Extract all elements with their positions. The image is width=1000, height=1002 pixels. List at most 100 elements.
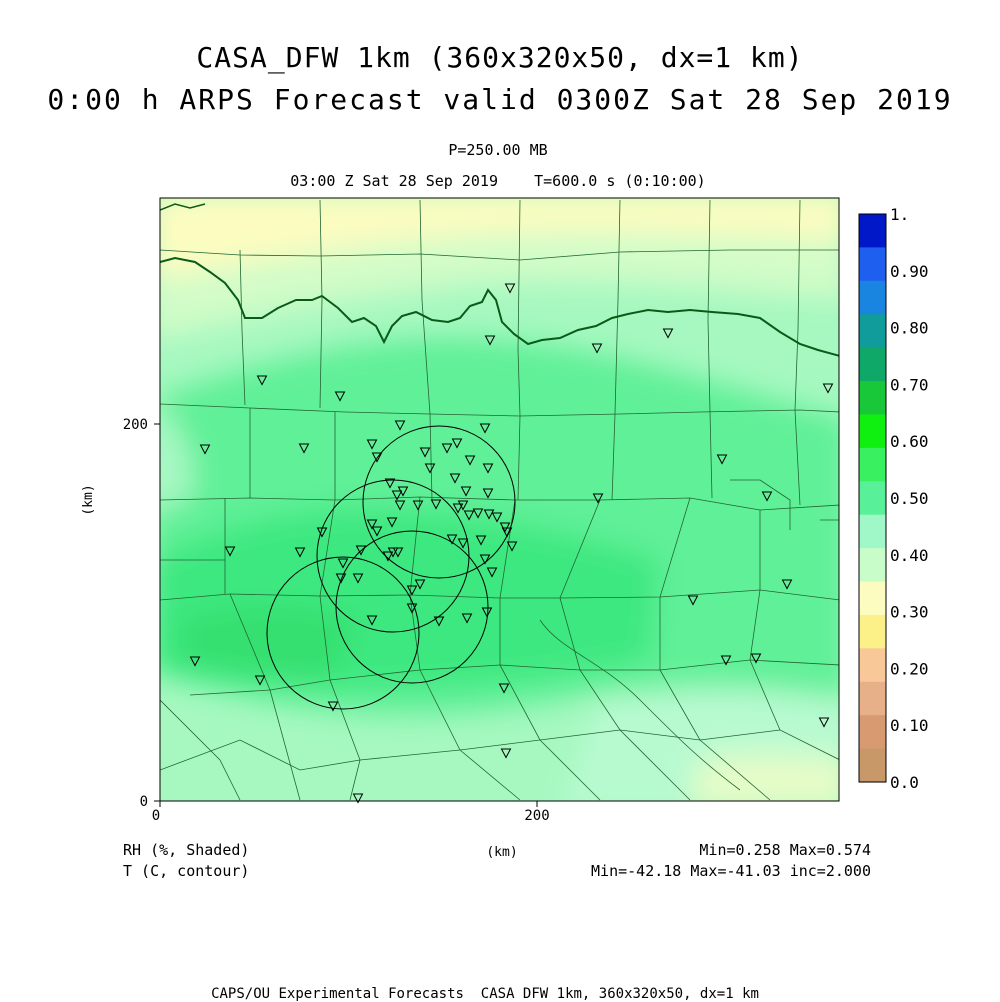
station-marker — [761, 491, 773, 502]
colorbar-segment — [859, 581, 886, 616]
colorbar-label: 0.60 — [890, 432, 929, 451]
station-marker — [386, 517, 398, 528]
station-marker — [506, 541, 518, 552]
station-marker — [484, 335, 496, 346]
colorbar-segment — [859, 247, 886, 282]
colorbar-label: 0.40 — [890, 546, 929, 565]
colorbar-label: 0.30 — [890, 603, 929, 622]
station-marker — [818, 717, 830, 728]
rh-shaded-field — [160, 198, 839, 801]
colorbar-label: 1. — [890, 205, 909, 224]
station-marker — [441, 443, 453, 454]
station-marker — [199, 444, 211, 455]
station-marker — [371, 452, 383, 463]
station-markers — [189, 283, 834, 804]
colorbar-segment — [859, 548, 886, 583]
y-axis-label: (km) — [81, 484, 96, 515]
station-marker — [366, 615, 378, 626]
legend-contour: T (C, contour) — [123, 862, 250, 880]
colorbar-segment — [859, 481, 886, 516]
station-marker — [501, 527, 513, 538]
station-marker — [366, 439, 378, 450]
county-boundaries — [160, 199, 839, 801]
station-marker — [457, 500, 469, 511]
colorbar-label: 0.50 — [890, 489, 929, 508]
axis-ticks — [154, 423, 538, 807]
station-marker — [499, 522, 511, 533]
station-marker — [433, 616, 445, 627]
station-marker — [294, 547, 306, 558]
station-marker — [452, 503, 464, 514]
station-marker — [316, 527, 328, 538]
colorbar-label: 0.90 — [890, 262, 929, 281]
station-marker — [397, 486, 409, 497]
station-marker — [482, 463, 494, 474]
colorbar-segment — [859, 715, 886, 750]
colorbar-label: 0.10 — [890, 716, 929, 735]
colorbar-segment — [859, 314, 886, 349]
station-marker — [500, 748, 512, 759]
figure-title-line2: 0:00 h ARPS Forecast valid 0300Z Sat 28 … — [47, 83, 953, 116]
station-marker — [414, 579, 426, 590]
station-marker — [366, 519, 378, 530]
station-marker — [716, 454, 728, 465]
station-marker — [394, 500, 406, 511]
colorbar: 1. 0.90 0.80 0.70 0.60 0.50 0.40 0.30 0.20 0.10 0.… — [858, 205, 929, 792]
station-marker — [391, 490, 403, 501]
colorbar-segment — [859, 214, 886, 249]
colorbar-label: 0.0 — [890, 773, 919, 792]
station-marker — [457, 538, 469, 549]
station-marker — [256, 375, 268, 386]
pressure-level: P=250.00 MB — [448, 141, 548, 159]
rh-min-max: Min=0.258 Max=0.574 — [699, 841, 871, 859]
station-marker — [224, 546, 236, 557]
station-marker — [460, 486, 472, 497]
red-river-boundary — [160, 256, 839, 357]
station-marker — [481, 607, 493, 618]
colorbar-segment — [859, 381, 886, 416]
colorbar-segment — [859, 347, 886, 382]
station-marker — [475, 535, 487, 546]
station-marker — [334, 391, 346, 402]
station-marker — [479, 554, 491, 565]
station-marker — [406, 603, 418, 614]
x-tick-0: 0 — [152, 808, 160, 824]
colorbar-label: 0.80 — [890, 319, 929, 338]
station-marker — [335, 573, 347, 584]
station-marker — [327, 701, 339, 712]
legend-shaded: RH (%, Shaded) — [123, 841, 250, 859]
station-marker — [337, 558, 349, 569]
station-marker — [371, 526, 383, 537]
y-tick-200: 200 — [123, 417, 148, 433]
station-marker — [406, 585, 418, 596]
station-marker — [720, 655, 732, 666]
station-marker — [662, 328, 674, 339]
station-marker — [464, 455, 476, 466]
station-marker — [592, 493, 604, 504]
colorbar-segment — [859, 614, 886, 649]
station-marker — [504, 283, 516, 294]
x-axis-label: (km) — [486, 845, 517, 860]
station-marker — [451, 438, 463, 449]
station-marker — [446, 534, 458, 545]
colorbar-label: 0.20 — [890, 659, 929, 678]
station-marker — [352, 573, 364, 584]
station-marker — [483, 509, 495, 520]
station-marker — [482, 488, 494, 499]
station-marker — [424, 463, 436, 474]
plot-frame — [159, 197, 840, 802]
station-marker — [781, 579, 793, 590]
colorbar-segment — [859, 648, 886, 683]
colorbar-label: 0.70 — [890, 375, 929, 394]
figure-title-line1: CASA_DFW 1km (360x320x50, dx=1 km) — [196, 41, 804, 74]
station-marker — [498, 683, 510, 694]
station-marker — [687, 595, 699, 606]
radar-range-rings — [266, 425, 516, 710]
station-marker — [254, 675, 266, 686]
colorbar-segment — [859, 414, 886, 449]
state-boundary-north — [160, 203, 206, 211]
t-min-max: Min=-42.18 Max=-41.03 inc=2.000 — [591, 862, 871, 880]
station-marker — [394, 420, 406, 431]
station-marker — [419, 447, 431, 458]
